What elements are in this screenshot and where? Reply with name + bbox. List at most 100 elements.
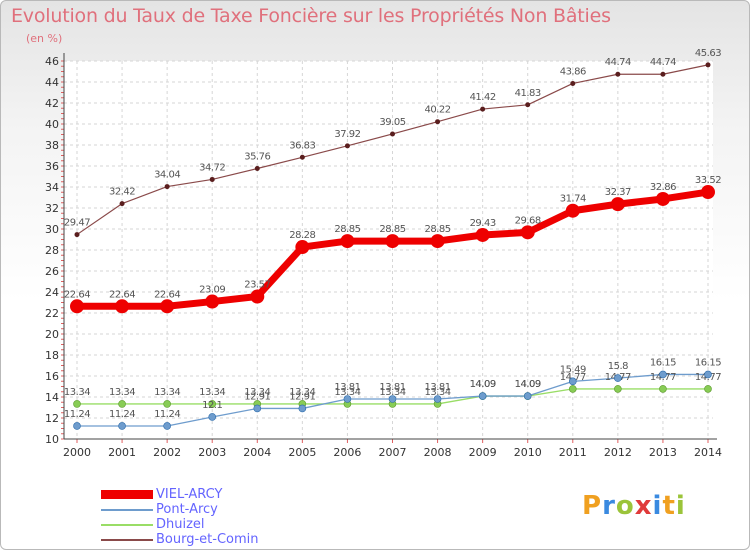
data-label: 13.81 [379,382,405,393]
data-point [253,404,262,413]
data-point [208,400,217,408]
y-tick-label: 46 [45,55,59,68]
logo-letter: t [662,491,676,521]
data-label: 33.52 [695,175,721,186]
x-tick-label: 2010 [514,446,542,459]
data-point [343,395,352,403]
data-label: 23.57 [244,280,270,291]
data-point [298,404,307,413]
data-label: 16.15 [650,357,676,368]
data-label: 29.43 [470,218,496,229]
data-label: 13.34 [334,387,360,398]
proxiti-logo: Proxiti [582,491,686,521]
data-label: 32.42 [109,187,135,198]
x-tick-label: 2012 [604,446,632,459]
data-point [610,197,625,212]
data-point [480,106,486,112]
data-label: 37.92 [334,129,360,140]
y-tick-label: 44 [45,76,59,89]
y-tick-label: 38 [45,139,59,152]
data-point [525,102,531,108]
data-point [205,294,220,309]
data-point [659,385,667,393]
data-label: 13.34 [154,387,180,398]
data-label: 12.91 [289,391,315,402]
x-tick-label: 2002 [153,446,181,459]
legend: VIEL-ARCY Pont-Arcy Dhuizel Bourg-et-Comin [101,487,259,547]
data-point [73,422,81,430]
data-label: 14.09 [470,379,496,390]
data-point [704,370,712,379]
y-tick-label: 14 [45,391,59,404]
x-tick-label: 2009 [469,446,497,459]
y-tick-label: 22 [45,307,59,320]
data-point [435,119,441,125]
y-tick-label: 42 [45,97,59,110]
data-label: 11.24 [154,409,180,420]
legend-swatch [101,523,153,526]
data-label: 35.76 [244,152,270,163]
data-label: 36.83 [289,140,315,151]
data-label: 15.49 [560,364,586,375]
data-label: 22.64 [154,289,180,300]
data-label: 32.37 [605,187,631,198]
data-label: 40.22 [425,105,451,116]
data-label: 28.85 [425,224,451,235]
data-point [118,400,126,408]
data-label: 13.34 [64,387,90,398]
data-point [74,232,80,238]
data-label: 11.24 [64,409,90,420]
data-label: 14.09 [470,379,496,390]
data-point [254,166,260,172]
data-point [701,185,715,200]
data-point [385,234,400,249]
data-point [614,385,622,393]
y-tick-label: 26 [45,265,59,278]
data-label: 41.83 [515,88,541,99]
data-label: 13.34 [199,387,225,398]
data-label: 45.63 [695,48,721,59]
data-point [478,392,487,400]
data-label: 43.86 [560,66,586,77]
data-label: 23.09 [199,285,225,296]
x-tick-label: 2000 [63,446,91,459]
data-label: 12.91 [244,391,270,402]
data-point [295,240,310,255]
data-label: 22.64 [109,289,135,300]
data-label: 32.86 [650,182,676,193]
data-point [704,385,712,393]
data-point [520,225,535,240]
data-label: 28.28 [289,230,315,241]
data-label: 28.85 [334,224,360,235]
data-point [659,370,667,379]
data-point [340,234,355,249]
legend-label: Bourg-et-Comin [156,532,259,547]
data-label: 31.74 [560,194,586,205]
data-point [208,413,217,421]
legend-swatch [101,538,153,541]
x-tick-label: 2003 [198,446,226,459]
legend-item: Dhuizel [101,517,259,532]
data-point [209,176,215,182]
data-label: 13.81 [334,382,360,393]
data-label: 13.34 [289,387,315,398]
data-label: 13.81 [425,382,451,393]
data-point [119,201,125,207]
data-label: 13.34 [425,387,451,398]
data-point [115,299,130,314]
data-point [73,400,81,408]
logo-letter: o [615,491,635,521]
data-point [430,234,445,249]
x-tick-label: 2005 [288,446,316,459]
data-point [523,392,532,400]
data-point [160,299,175,314]
y-tick-label: 10 [45,433,59,446]
data-label: 11.24 [109,409,135,420]
data-point [163,422,171,430]
legend-item: VIEL-ARCY [101,487,259,502]
data-label: 34.04 [154,170,180,181]
data-point [433,395,442,403]
data-point [475,227,490,242]
data-label: 29.68 [515,215,541,226]
